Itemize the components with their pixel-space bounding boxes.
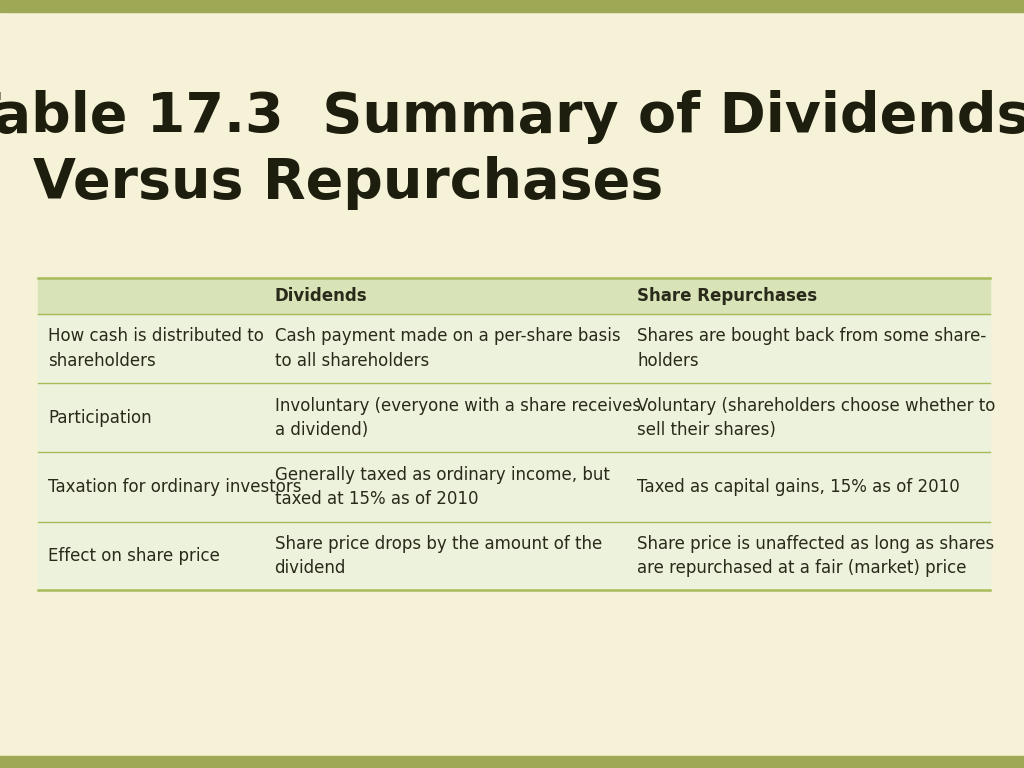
Text: Table 17.3  Summary of Dividends: Table 17.3 Summary of Dividends <box>0 90 1024 144</box>
Text: Versus Repurchases: Versus Repurchases <box>33 156 664 210</box>
Text: Involuntary (everyone with a share receives
a dividend): Involuntary (everyone with a share recei… <box>274 396 641 439</box>
Bar <box>0 0 1024 12</box>
Bar <box>0 756 1024 768</box>
Text: Participation: Participation <box>48 409 152 427</box>
Text: Share Repurchases: Share Repurchases <box>637 287 817 305</box>
Bar <box>38 278 990 590</box>
Text: Share price drops by the amount of the
dividend: Share price drops by the amount of the d… <box>274 535 602 577</box>
Text: Effect on share price: Effect on share price <box>48 547 220 564</box>
Text: Dividends: Dividends <box>274 287 368 305</box>
Text: Taxation for ordinary investors: Taxation for ordinary investors <box>48 478 301 496</box>
Text: Shares are bought back from some share-
holders: Shares are bought back from some share- … <box>637 327 986 369</box>
Text: Voluntary (shareholders choose whether to
sell their shares): Voluntary (shareholders choose whether t… <box>637 396 995 439</box>
Text: Cash payment made on a per-share basis
to all shareholders: Cash payment made on a per-share basis t… <box>274 327 621 369</box>
Bar <box>38 278 990 314</box>
Text: Generally taxed as ordinary income, but
taxed at 15% as of 2010: Generally taxed as ordinary income, but … <box>274 466 609 508</box>
Text: Taxed as capital gains, 15% as of 2010: Taxed as capital gains, 15% as of 2010 <box>637 478 961 496</box>
Text: How cash is distributed to
shareholders: How cash is distributed to shareholders <box>48 327 264 369</box>
Text: Share price is unaffected as long as shares
are repurchased at a fair (market) p: Share price is unaffected as long as sha… <box>637 535 994 577</box>
